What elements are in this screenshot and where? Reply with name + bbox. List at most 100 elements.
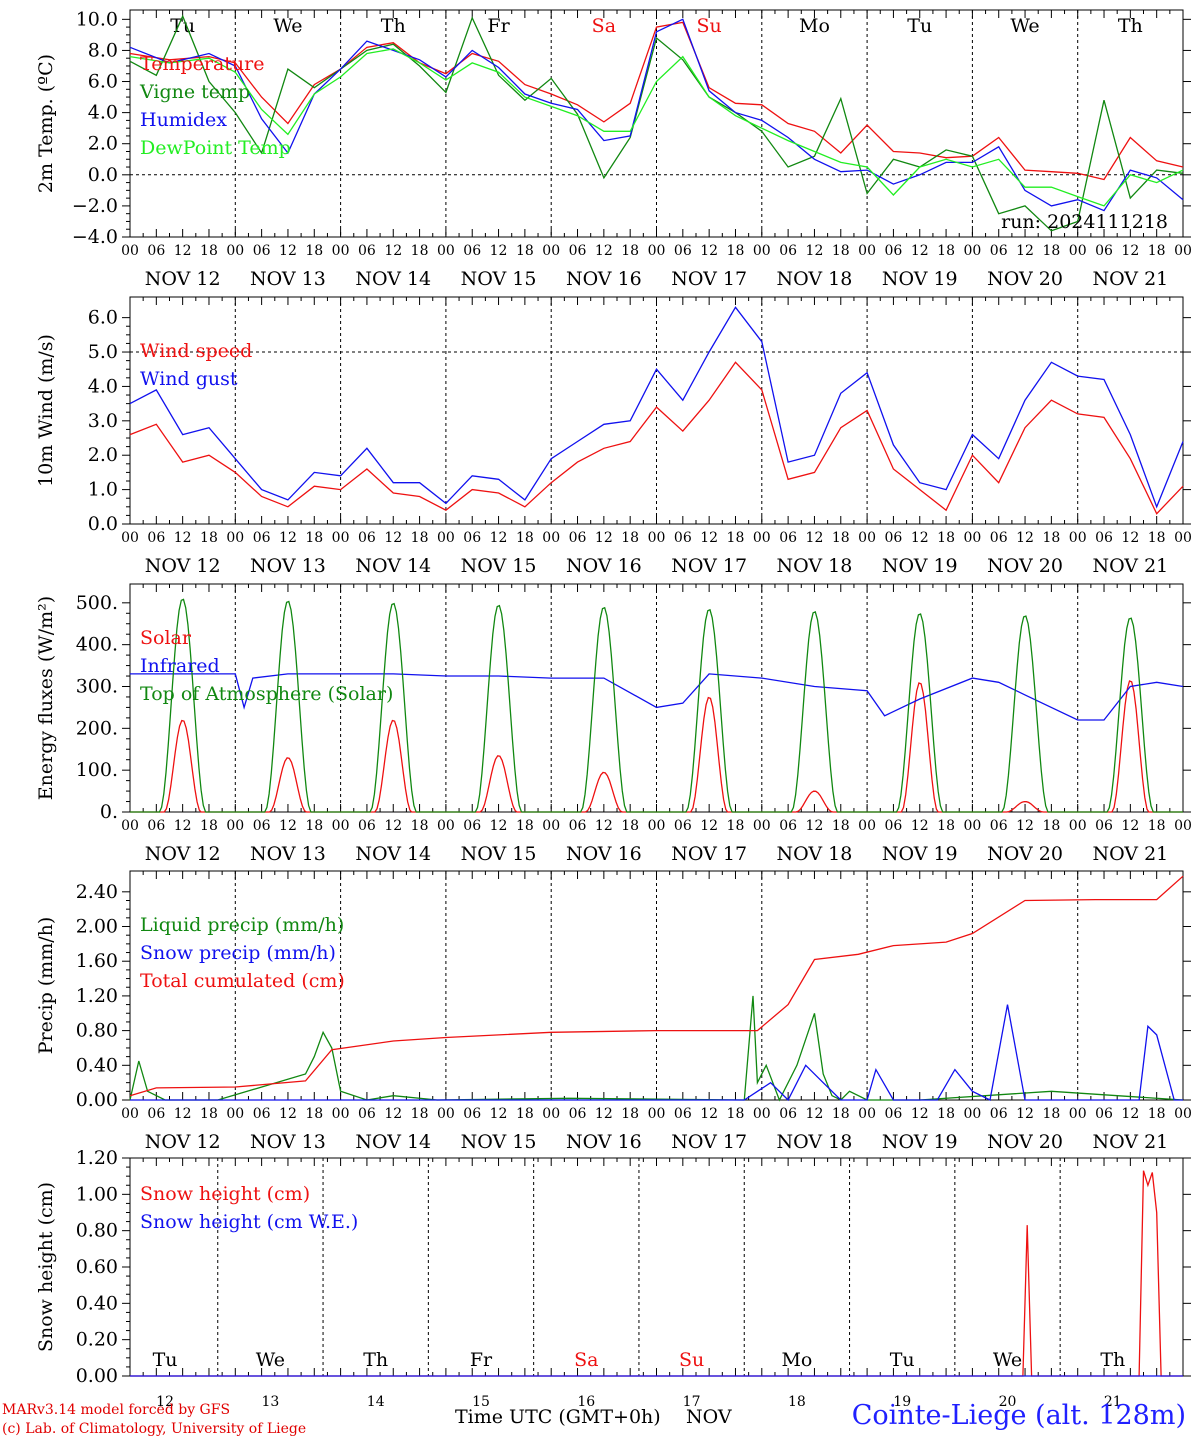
hour-label: 06 — [779, 530, 797, 546]
hour-label: 00 — [753, 1106, 771, 1122]
date-label: NOV 19 — [882, 843, 958, 865]
hour-label: 00 — [332, 530, 350, 546]
hour-label: 18 — [411, 530, 429, 546]
series-line-total-cumulated-cm- — [129, 875, 1184, 1097]
hour-label: 18 — [1042, 818, 1060, 834]
date-number-label: 16 — [577, 1394, 595, 1410]
hour-label: 06 — [463, 818, 481, 834]
hour-label: 12 — [384, 818, 402, 834]
hour-label: 18 — [305, 1106, 323, 1122]
y-tick-label: −2.0 — [72, 195, 118, 217]
model-credit: MARv3.14 model forced by GFS — [2, 1402, 231, 1418]
y-tick-label: 0.60 — [76, 1256, 118, 1278]
run-label: run: 2024111218 — [1001, 211, 1168, 233]
legend-entry: Liquid precip (mm/h) — [140, 914, 344, 936]
legend-entry: Total cumulated (cm) — [140, 970, 345, 992]
date-label: NOV 15 — [461, 268, 537, 290]
hour-label: 06 — [885, 818, 903, 834]
panel-3: 500. 400. 300. 200. 100. 0. Energy fluxes (W/m… — [35, 583, 1192, 865]
hour-label: 18 — [516, 243, 534, 259]
date-label: NOV 17 — [671, 1131, 747, 1153]
hour-label: 06 — [569, 818, 587, 834]
hour-label: 18 — [1148, 530, 1166, 546]
hour-label: 18 — [200, 530, 218, 546]
hour-label: 18 — [305, 243, 323, 259]
hour-label: 12 — [911, 1106, 929, 1122]
hour-label: 06 — [569, 530, 587, 546]
hour-label: 18 — [200, 243, 218, 259]
y-tick-label: 0.40 — [76, 1054, 118, 1076]
date-label: NOV 20 — [987, 1131, 1063, 1153]
hour-label: 06 — [147, 243, 165, 259]
hour-label: 00 — [753, 530, 771, 546]
hour-label: 12 — [595, 1106, 613, 1122]
date-label: NOV 13 — [250, 1131, 326, 1153]
y-tick-label: 6.0 — [88, 71, 118, 93]
hour-label: 06 — [674, 530, 692, 546]
y-tick-label: 0.80 — [76, 1220, 118, 1242]
y-axis-label: 10m Wind (m/s) — [35, 334, 57, 487]
y-tick-label: 1.60 — [76, 950, 118, 972]
y-tick-label: 500. — [76, 592, 118, 614]
hour-label: 06 — [253, 243, 271, 259]
date-label: NOV 12 — [145, 843, 221, 865]
hour-label: 00 — [1174, 530, 1192, 546]
hour-label: 00 — [858, 1106, 876, 1122]
y-tick-label: −4.0 — [72, 226, 118, 248]
weekday-label: Tu — [170, 15, 195, 37]
legend-entry: Solar — [140, 627, 192, 649]
legend-entry: Wind speed — [140, 340, 252, 362]
hour-label: 18 — [937, 243, 955, 259]
y-tick-label: 1.20 — [76, 1147, 118, 1169]
legend-entry: Snow height (cm) — [140, 1183, 310, 1205]
date-label: NOV 17 — [671, 268, 747, 290]
hour-label: 12 — [490, 530, 508, 546]
date-number-label: 21 — [1104, 1394, 1122, 1410]
y-tick-label: 0.00 — [76, 1365, 118, 1387]
hour-label: 12 — [700, 530, 718, 546]
hour-label: 00 — [121, 243, 139, 259]
hour-label: 12 — [279, 818, 297, 834]
hour-label: 12 — [174, 243, 192, 259]
date-label: NOV 13 — [250, 555, 326, 577]
hour-label: 00 — [963, 530, 981, 546]
hour-label: 06 — [253, 530, 271, 546]
hour-label: 18 — [727, 818, 745, 834]
hour-label: 18 — [621, 243, 639, 259]
series-line-infrared — [130, 673, 1184, 721]
hour-label: 06 — [779, 818, 797, 834]
hour-label: 18 — [411, 243, 429, 259]
y-tick-label: 0.40 — [76, 1292, 118, 1314]
hour-label: 06 — [779, 1106, 797, 1122]
hour-label: 12 — [490, 243, 508, 259]
hour-label: 00 — [753, 243, 771, 259]
hour-label: 06 — [779, 243, 797, 259]
y-tick-label: 300. — [76, 675, 118, 697]
hour-label: 18 — [937, 818, 955, 834]
hour-label: 06 — [885, 530, 903, 546]
series-line-wind-speed — [129, 361, 1184, 515]
hour-label: 18 — [832, 530, 850, 546]
hour-label: 00 — [437, 818, 455, 834]
hour-label: 18 — [937, 530, 955, 546]
copyright-credit: (c) Lab. of Climatology, University of L… — [2, 1421, 307, 1437]
hour-label: 18 — [516, 1106, 534, 1122]
hour-label: 18 — [832, 818, 850, 834]
hour-label: 18 — [1042, 530, 1060, 546]
y-tick-label: 5.0 — [88, 341, 118, 363]
hour-label: 00 — [1174, 1106, 1192, 1122]
hour-label: 00 — [648, 530, 666, 546]
hour-label: 12 — [806, 243, 824, 259]
y-tick-label: 0. — [100, 801, 118, 823]
hour-label: 00 — [437, 1106, 455, 1122]
weekday-label: Su — [679, 1349, 704, 1371]
hour-label: 18 — [727, 1106, 745, 1122]
hour-label: 00 — [1069, 818, 1087, 834]
hour-label: 18 — [1042, 243, 1060, 259]
hour-label: 12 — [490, 818, 508, 834]
y-tick-label: 2.00 — [76, 916, 118, 938]
hour-label: 12 — [911, 243, 929, 259]
hour-label: 00 — [1069, 530, 1087, 546]
y-tick-label: 8.0 — [88, 39, 118, 61]
